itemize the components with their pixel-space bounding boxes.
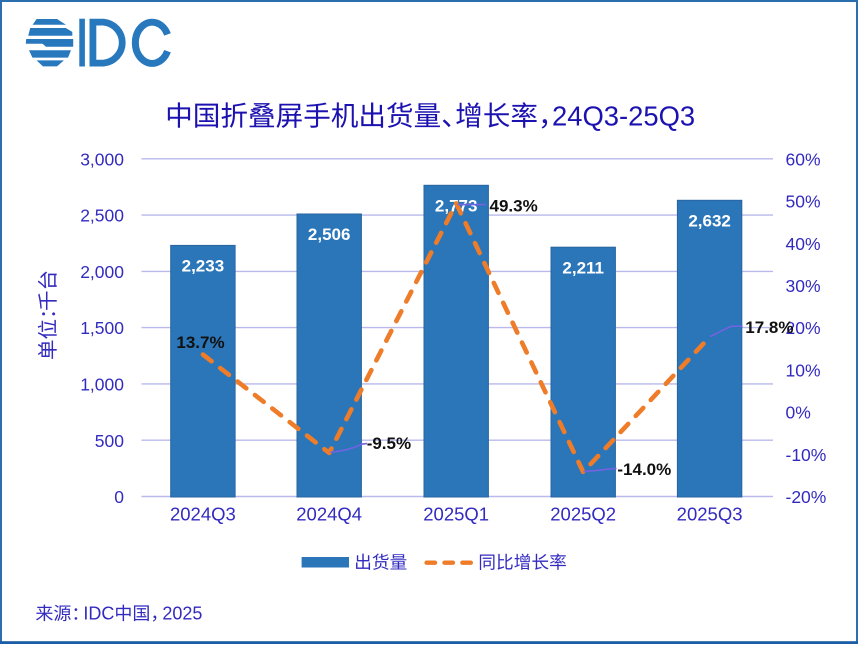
svg-text:2,500: 2,500 <box>80 206 124 226</box>
svg-text:-10%: -10% <box>786 445 827 465</box>
svg-text:2024Q4: 2024Q4 <box>296 504 362 525</box>
svg-text:60%: 60% <box>786 149 821 169</box>
svg-text:24Q3-25Q3: 24Q3-25Q3 <box>552 101 695 132</box>
svg-text:2,506: 2,506 <box>308 225 351 244</box>
svg-text:2,233: 2,233 <box>182 257 225 276</box>
svg-text:-14.0%: -14.0% <box>617 460 671 479</box>
svg-text:2,211: 2,211 <box>562 258 604 277</box>
svg-text:1,000: 1,000 <box>80 375 124 395</box>
svg-text:0: 0 <box>114 487 124 507</box>
svg-text:1,500: 1,500 <box>80 318 124 338</box>
svg-text:3,000: 3,000 <box>80 149 124 169</box>
svg-text:40%: 40% <box>786 234 821 254</box>
svg-text:13.7%: 13.7% <box>176 333 224 352</box>
svg-text:-9.5%: -9.5% <box>367 434 411 453</box>
svg-text:2,000: 2,000 <box>80 262 124 282</box>
svg-text:-20%: -20% <box>786 487 827 507</box>
svg-text:2025Q1: 2025Q1 <box>423 504 489 525</box>
svg-text:500: 500 <box>95 431 124 451</box>
svg-text:2024Q3: 2024Q3 <box>170 504 236 525</box>
svg-text:20%: 20% <box>786 318 821 338</box>
svg-text:17.8%: 17.8% <box>745 318 793 337</box>
svg-text:2025Q2: 2025Q2 <box>550 504 616 525</box>
svg-text:0%: 0% <box>786 403 811 423</box>
svg-text:50%: 50% <box>786 192 821 212</box>
svg-text:IDC: IDC <box>83 604 114 624</box>
svg-text:2025Q3: 2025Q3 <box>677 504 743 525</box>
svg-text:30%: 30% <box>786 276 821 296</box>
svg-text:10%: 10% <box>786 361 821 381</box>
svg-text:2,632: 2,632 <box>688 212 731 231</box>
svg-text:2025: 2025 <box>162 604 202 624</box>
svg-text:49.3%: 49.3% <box>490 197 538 216</box>
